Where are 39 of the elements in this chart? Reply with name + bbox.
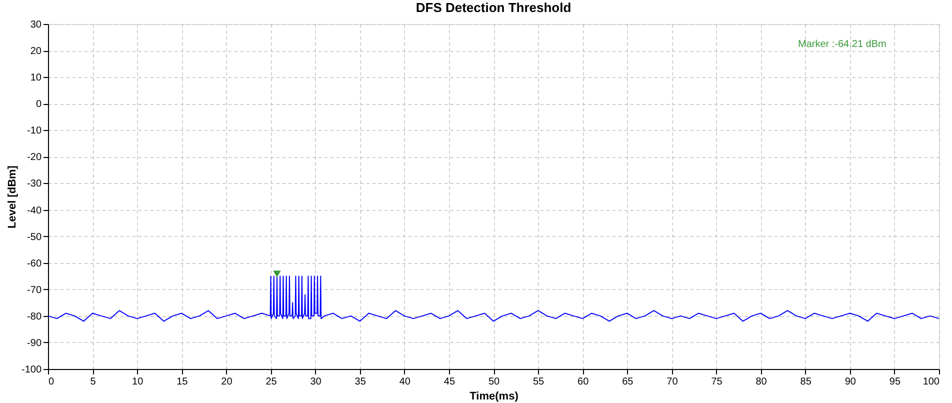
x-tick-label: 30 — [310, 376, 322, 388]
y-tick-label: -90 — [27, 338, 42, 349]
x-tick-label: 10 — [132, 376, 144, 388]
y-tick-label: -100 — [21, 364, 42, 376]
x-tick-label: 25 — [266, 376, 278, 388]
y-tick-label: 30 — [30, 20, 42, 30]
annotation: Marker :-64.21 dBm — [798, 39, 886, 50]
y-tick-label: -40 — [27, 205, 42, 216]
y-tick-label: -30 — [27, 178, 42, 190]
x-tick-label: 80 — [756, 376, 768, 388]
x-tick-label: 70 — [666, 376, 678, 388]
x-tick-label: 90 — [844, 376, 856, 388]
x-tick-label: 65 — [622, 376, 634, 388]
x-tick-label: 35 — [354, 376, 366, 388]
x-tick-label: 100 — [922, 376, 940, 388]
x-tick-label: 5 — [90, 376, 96, 388]
x-tick-label: 60 — [578, 376, 590, 388]
y-tick-label: -80 — [27, 311, 42, 322]
y-tick-label: 20 — [30, 46, 42, 58]
x-tick-label: 45 — [444, 376, 456, 388]
x-tick-label: 20 — [221, 376, 233, 388]
y-tick-label: -70 — [27, 284, 42, 296]
x-tick-label: 50 — [488, 376, 500, 388]
y-tick-label: -20 — [27, 152, 42, 164]
x-tick-label: 15 — [176, 376, 188, 388]
x-tick-label: 85 — [800, 376, 812, 388]
x-tick-label: 55 — [532, 376, 545, 388]
x-tick-label: 0 — [48, 376, 54, 388]
y-tick-label: -50 — [27, 232, 42, 243]
x-axis-title: Time(ms) — [470, 390, 519, 402]
y-tick-label: -10 — [27, 126, 42, 137]
chart-title: DFS Detection Threshold — [416, 0, 572, 15]
y-tick-label: 0 — [36, 99, 42, 110]
x-tick-label: 75 — [711, 376, 723, 388]
y-tick-label: -60 — [27, 258, 42, 270]
x-tick-label: 40 — [399, 376, 411, 388]
x-tick-label: 95 — [889, 376, 901, 388]
y-tick-label: 10 — [30, 72, 42, 84]
y-axis-title: Level [dBm] — [6, 165, 18, 228]
